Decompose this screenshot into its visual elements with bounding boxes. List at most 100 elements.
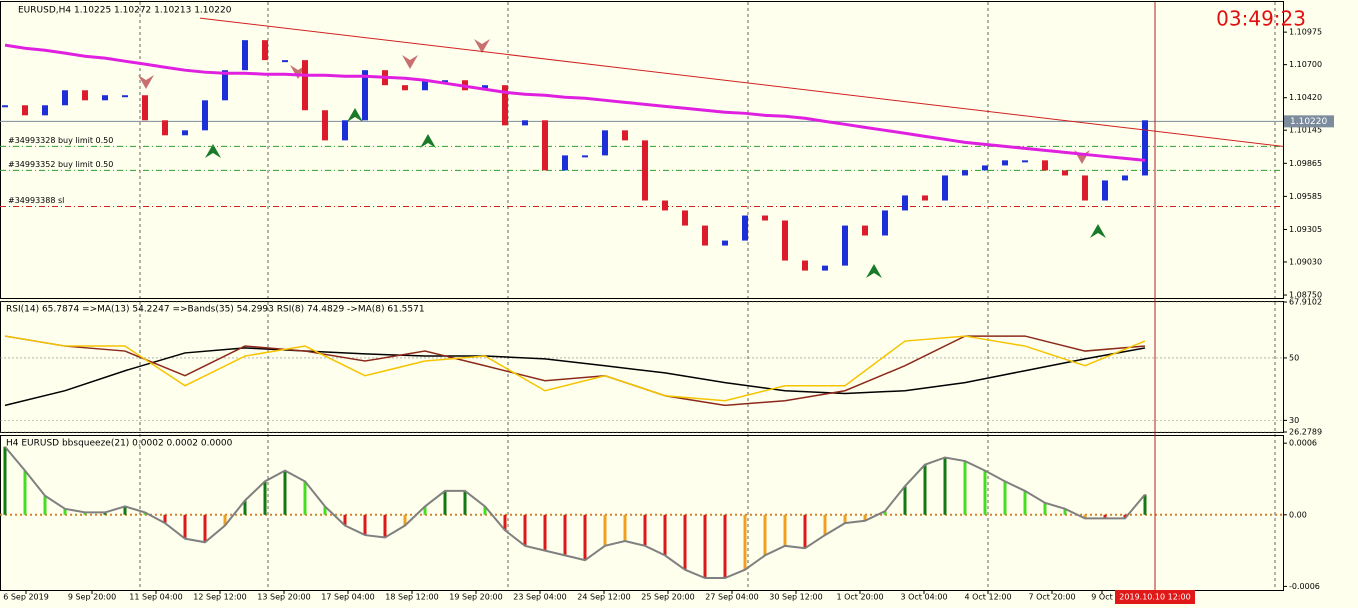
candle (962, 170, 968, 176)
candle (62, 90, 68, 106)
x-tick-label: 27 Sep 04:00 (705, 593, 758, 602)
candle (822, 265, 828, 271)
histogram-bar (363, 514, 367, 536)
histogram-bar (883, 511, 887, 515)
histogram-bar (323, 506, 327, 515)
y-tick-label: 0.00 (1289, 510, 1307, 519)
squeeze-title: H4 EURUSD bbsqueeze(21) 0.0002 0.0002 0.… (6, 439, 233, 449)
histogram-bar (463, 490, 467, 515)
histogram-bar (43, 495, 47, 515)
candle (362, 70, 368, 121)
y-tick-label: 50 (1289, 353, 1299, 362)
histogram-bar (663, 514, 667, 556)
candle (1122, 175, 1128, 181)
arrow-down (138, 75, 154, 89)
histogram-bar (1103, 514, 1107, 519)
histogram-bar (823, 514, 827, 536)
histogram-bar (923, 464, 927, 515)
histogram-bar (243, 500, 247, 515)
price-panel (0, 1, 1284, 299)
x-tick-label: 7 Oct 20:00 (1028, 593, 1075, 602)
histogram-bar (903, 486, 907, 515)
histogram-bar (1123, 514, 1127, 519)
candle (1102, 180, 1108, 201)
x-tick-label: 11 Sep 04:00 (129, 593, 182, 602)
histogram-bar (423, 506, 427, 515)
x-tick-label: 30 Sep 12:00 (769, 593, 822, 602)
fractal-arrows (138, 39, 1106, 278)
arrow-up (347, 108, 363, 122)
histogram-bar (563, 514, 567, 556)
candle (862, 225, 868, 236)
candle (82, 90, 88, 101)
histogram-bar (103, 512, 107, 515)
arrow-down (402, 55, 418, 69)
arrow-down (474, 39, 490, 53)
y-tick-label: 0.0006 (1289, 439, 1317, 448)
histogram-bar (403, 514, 407, 526)
candle (1002, 160, 1008, 166)
histogram-bar (163, 514, 167, 524)
histogram-bar (63, 508, 67, 515)
x-tick-label: 18 Sep 12:00 (385, 593, 438, 602)
histogram-bar (703, 514, 707, 579)
histogram-bar (503, 514, 507, 531)
candle (1, 105, 8, 108)
histogram-bar (1083, 514, 1087, 519)
y-tick-label: 1.09030 (1289, 257, 1322, 266)
indicator-line (4, 335, 1146, 402)
x-tick-label: 23 Sep 04:00 (513, 593, 566, 602)
candle (222, 70, 228, 101)
last-price-box (1284, 115, 1334, 128)
candle (602, 130, 608, 156)
candle (1022, 160, 1028, 163)
y-tick-label: 1.10700 (1289, 60, 1322, 69)
candle (502, 85, 508, 126)
candle (702, 225, 708, 246)
candle (522, 120, 528, 126)
indicator-line (4, 335, 1146, 407)
y-tick-label: -0.0006 (1289, 582, 1320, 591)
candle (1082, 175, 1088, 201)
candle (802, 260, 808, 271)
candle (342, 120, 348, 141)
y-tick-label: 1.08750 (1289, 291, 1322, 300)
order-label: #34993388 sl (8, 196, 64, 205)
histogram-envelope (4, 446, 1146, 580)
candle (982, 165, 988, 171)
order-label: #34993352 buy limit 0.50 (8, 160, 113, 169)
histogram-bar (763, 514, 767, 556)
histogram-bar (1043, 502, 1047, 515)
x-tick-label: 12 Sep 12:00 (193, 593, 246, 602)
order-label: #34993328 buy limit 0.50 (8, 136, 113, 145)
y-tick-label: 1.10145 (1289, 126, 1322, 135)
histogram-bar (643, 514, 647, 546)
x-tick-label: 17 Sep 04:00 (321, 593, 374, 602)
clock: 03:49:23 (1216, 7, 1306, 31)
candle (202, 100, 208, 131)
candle (442, 80, 448, 83)
candle (1042, 160, 1048, 171)
trendline (199, 17, 1284, 147)
histogram-bar (263, 481, 267, 515)
x-tick-label: 9 Sep 20:00 (68, 593, 116, 602)
histogram-bar (623, 514, 627, 542)
rsi-title: RSI(14) 65.7874 =>MA(13) 54.2247 =>Bands… (6, 305, 425, 315)
candle (582, 155, 588, 158)
y-tick-label: 1.09305 (1289, 225, 1322, 234)
candle (182, 130, 188, 136)
histogram-bar (83, 512, 87, 515)
histogram-bar (1063, 508, 1067, 515)
indicator-line (4, 347, 1146, 407)
histogram-bar (783, 514, 787, 546)
histogram-bar (523, 514, 527, 546)
candle (162, 120, 168, 136)
histogram-bar (583, 514, 587, 561)
candle (22, 105, 28, 116)
y-tick-label: 1.10975 (1289, 28, 1322, 37)
candle (922, 195, 928, 201)
arrow-up (205, 144, 221, 158)
current-time-label: 2019.10.10 12:00 (1119, 593, 1190, 602)
